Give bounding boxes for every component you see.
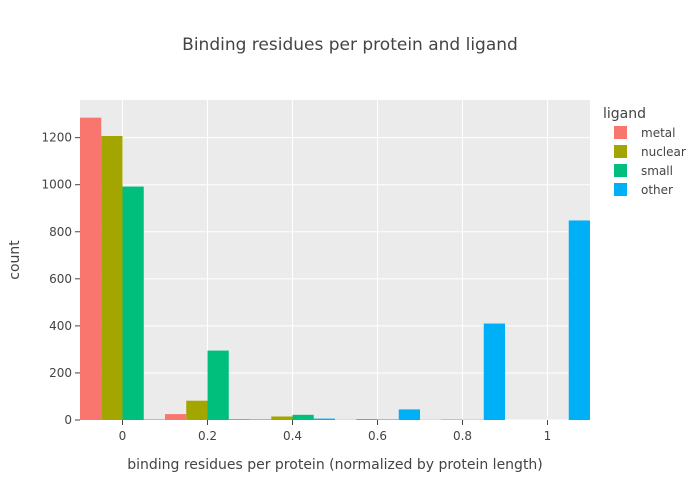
legend-item-other[interactable]: other <box>614 183 673 197</box>
legend-swatch <box>614 183 627 196</box>
bar-other-5[interactable] <box>568 220 590 420</box>
legend-title: ligand <box>603 106 646 122</box>
bar-other-1[interactable] <box>228 419 250 420</box>
bar-nuclear-1[interactable] <box>186 400 208 420</box>
legend-swatch <box>614 126 627 139</box>
x-tick-label: 0.8 <box>453 429 472 443</box>
bar-nuclear-2[interactable] <box>271 416 293 420</box>
legend-label: metal <box>641 126 675 140</box>
x-tick-label: 1 <box>544 429 552 443</box>
y-tick-label: 1200 <box>41 131 72 145</box>
bar-nuclear-0[interactable] <box>101 136 123 420</box>
y-tick-label: 800 <box>49 225 72 239</box>
legend-item-small[interactable]: small <box>614 164 673 178</box>
x-tick-label: 0.6 <box>368 429 387 443</box>
legend-item-metal[interactable]: metal <box>614 126 675 140</box>
bar-other-2[interactable] <box>313 418 335 420</box>
legend-label: nuclear <box>641 145 686 159</box>
y-tick-label: 400 <box>49 319 72 333</box>
y-tick-label: 200 <box>49 366 72 380</box>
bar-small-2[interactable] <box>292 414 314 420</box>
bar-other-4[interactable] <box>483 323 505 420</box>
bar-small-1[interactable] <box>207 350 229 420</box>
legend-swatch <box>614 164 627 177</box>
legend-swatch <box>614 145 627 158</box>
bar-small-0[interactable] <box>122 186 144 420</box>
bar-other-3[interactable] <box>398 409 420 420</box>
y-tick-label: 600 <box>49 272 72 286</box>
legend: ligand metal nuclear small other <box>603 106 686 197</box>
x-tick-label: 0 <box>119 429 127 443</box>
x-tick-label: 0.4 <box>283 429 302 443</box>
chart-title: Binding residues per protein and ligand <box>182 35 518 55</box>
bar-metal-1[interactable] <box>165 414 187 420</box>
y-axis-title: count <box>7 240 23 280</box>
legend-item-nuclear[interactable]: nuclear <box>614 145 686 159</box>
plot-area <box>80 100 590 420</box>
y-tick-label: 0 <box>64 413 72 427</box>
legend-label: other <box>641 183 673 197</box>
bar-metal-0[interactable] <box>80 117 102 420</box>
x-axis-title: binding residues per protein (normalized… <box>127 457 543 473</box>
bar-nuclear-3[interactable] <box>356 419 378 420</box>
bar-metal-2[interactable] <box>250 419 272 420</box>
x-tick-label: 0.2 <box>198 429 217 443</box>
y-tick-label: 1000 <box>41 178 72 192</box>
legend-label: small <box>641 164 673 178</box>
